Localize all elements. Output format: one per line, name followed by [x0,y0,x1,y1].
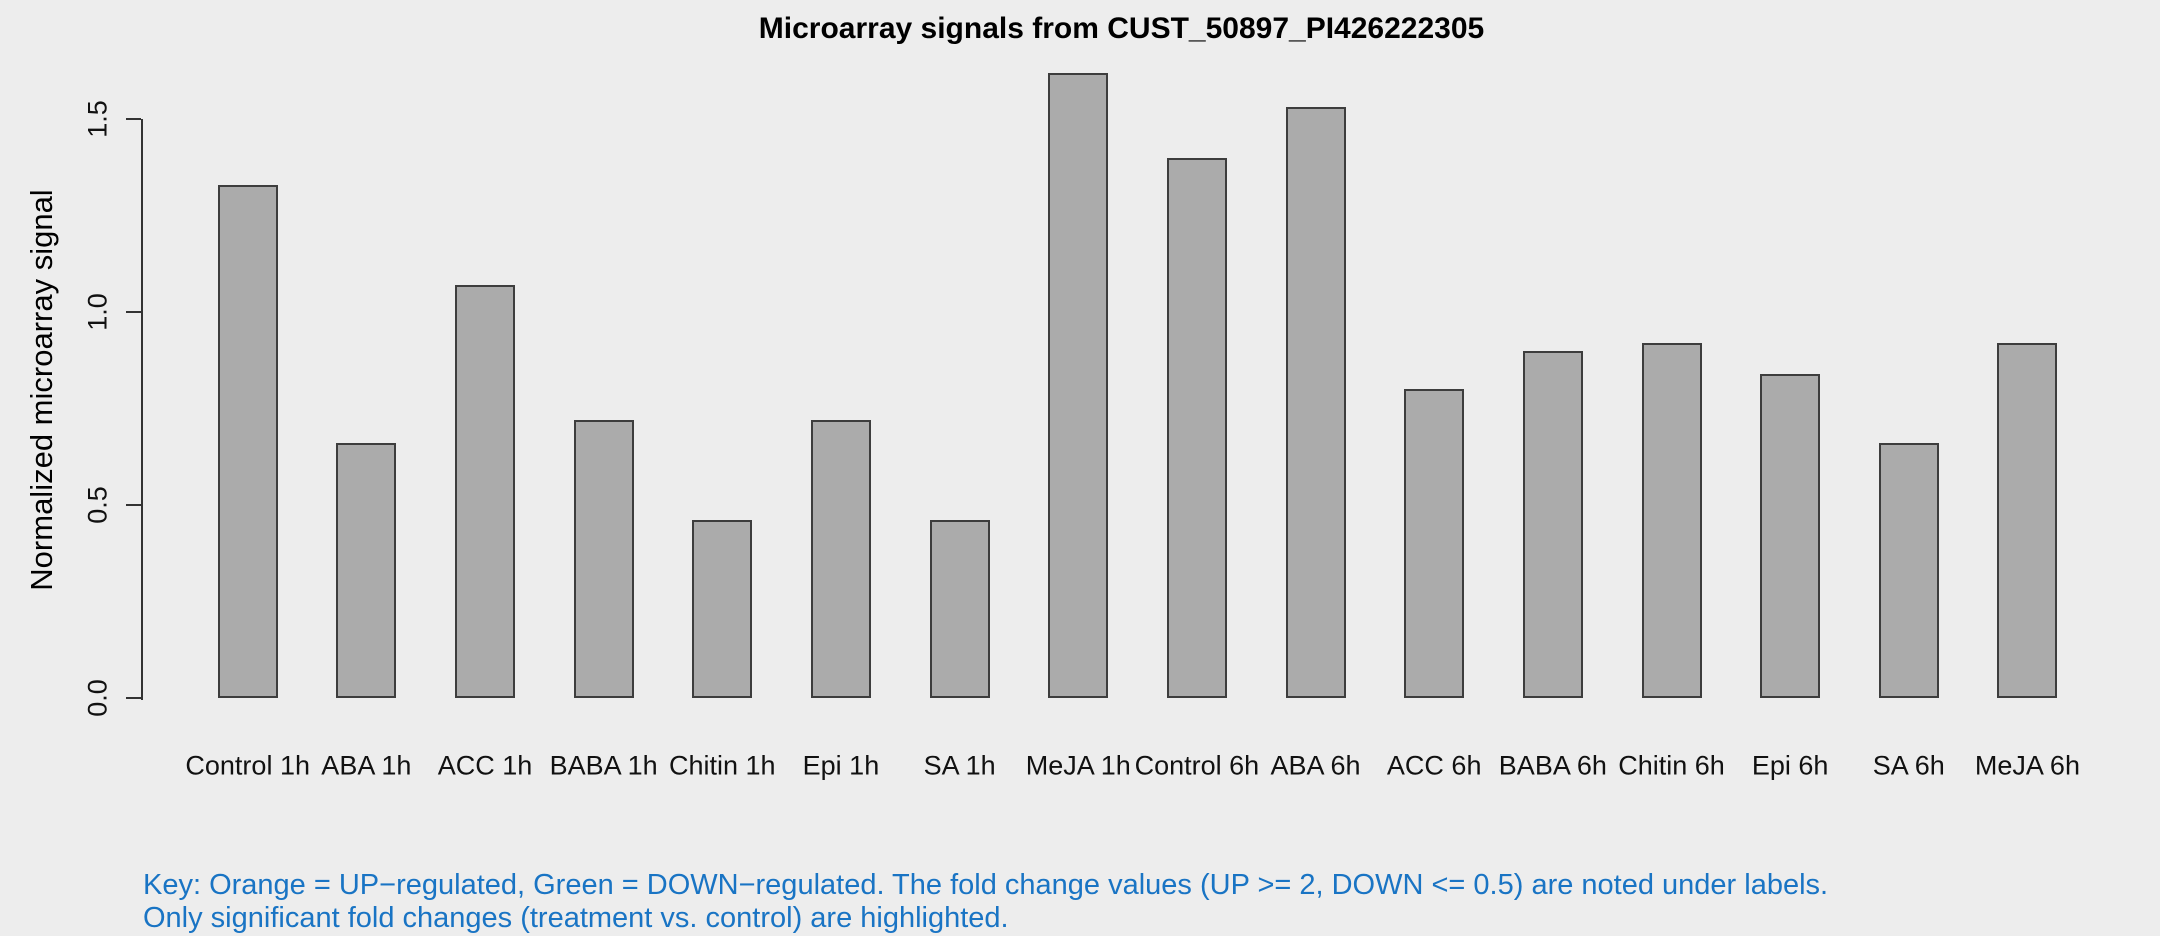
bar-meja-1h [1048,72,1109,698]
bar-aba-1h [336,443,397,698]
bar-epi-6h [1760,373,1821,698]
bar-epi-1h [810,420,871,698]
y-tick-label: 0.5 [82,486,113,524]
x-axis-label-chitin-1h: Chitin 1h [669,750,776,781]
x-axis-label-control-6h: Control 6h [1134,750,1260,781]
x-axis-label-chitin-6h: Chitin 6h [1618,750,1725,781]
x-axis-label-sa-1h: SA 1h [923,750,996,781]
y-axis-tick [126,311,141,313]
y-axis-title: Normalized microarray signal [24,189,59,591]
bar-control-6h [1166,157,1227,698]
bar-chitin-6h [1641,342,1702,698]
y-tick-label: 1.5 [82,100,113,138]
bar-chitin-1h [692,520,753,698]
x-axis-label-epi-6h: Epi 6h [1751,750,1829,781]
bar-baba-1h [573,420,634,698]
x-axis-label-aba-1h: ABA 1h [321,750,412,781]
y-axis-tick [126,118,141,120]
x-axis-label-epi-1h: Epi 1h [802,750,880,781]
bar-meja-6h [1997,342,2058,698]
y-axis-tick [126,697,141,699]
x-axis-label-aba-6h: ABA 6h [1270,750,1361,781]
y-tick-label: 0.0 [82,679,113,717]
x-axis-label-acc-6h: ACC 6h [1386,750,1482,781]
x-axis-label-sa-6h: SA 6h [1872,750,1945,781]
x-axis-label-baba-1h: BABA 1h [549,750,658,781]
y-axis-tick [126,504,141,506]
bar-sa-6h [1878,443,1939,698]
bar-control-1h [217,184,278,698]
key-line-2: Only significant fold changes (treatment… [143,902,1009,934]
x-axis-label-control-1h: Control 1h [185,750,310,781]
bar-aba-6h [1285,107,1346,698]
bar-acc-6h [1404,389,1465,698]
x-axis-label-meja-6h: MeJA 6h [1974,750,2080,781]
x-axis-label-meja-1h: MeJA 1h [1025,750,1131,781]
key-line-1: Key: Orange = UP−regulated, Green = DOWN… [143,869,1829,901]
bar-sa-1h [929,520,990,698]
key-note: Key: Orange = UP−regulated, Green = DOWN… [143,869,1828,935]
bar-acc-1h [455,284,515,698]
bar-baba-6h [1522,350,1583,698]
x-axis-label-acc-1h: ACC 1h [437,750,533,781]
y-tick-label: 1.0 [82,293,113,331]
y-axis-line [141,119,143,700]
chart-title: Microarray signals from CUST_50897_PI426… [758,12,1485,45]
x-axis-label-baba-6h: BABA 6h [1498,750,1607,781]
